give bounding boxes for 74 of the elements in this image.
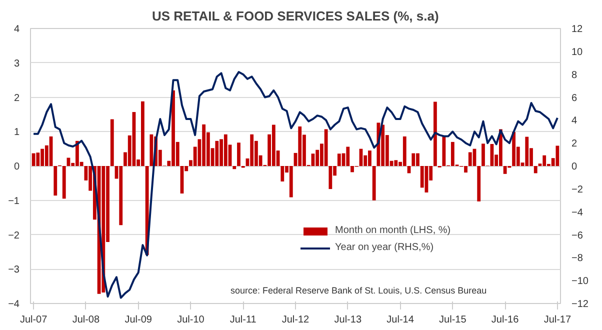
bar (394, 160, 398, 166)
bar (272, 124, 276, 166)
y-tick-label: −1 (8, 196, 20, 207)
bar (534, 166, 538, 174)
bar (477, 166, 481, 202)
bar (402, 136, 406, 166)
bar (140, 101, 144, 166)
x-tick-label: Jul-13 (334, 314, 362, 326)
y2-tick-label: −2 (572, 184, 584, 196)
bar (525, 136, 529, 166)
y2-tick-label: 8 (572, 70, 578, 81)
bar (150, 134, 154, 166)
y2-tick-label: 12 (572, 24, 584, 35)
bar (54, 166, 58, 196)
bar (442, 136, 446, 166)
y-tick-label: −3 (8, 264, 20, 276)
x-tick-label: Jul-12 (282, 314, 310, 326)
bar (250, 134, 254, 166)
bar (202, 124, 206, 166)
bar (324, 129, 328, 166)
y2-tick-label: 0 (572, 162, 578, 172)
bar (119, 166, 123, 226)
y-tick-label: 3 (14, 58, 20, 70)
y2-tick-label: −4 (572, 207, 584, 218)
y-tick-label: −2 (8, 230, 20, 242)
y2-tick-label: −6 (572, 230, 584, 242)
bar (280, 166, 284, 182)
bar (412, 153, 416, 166)
bar (503, 166, 507, 174)
bar (232, 166, 236, 170)
y2-tick-label: 10 (572, 46, 584, 58)
bar (36, 152, 40, 166)
y-tick-label: 2 (14, 92, 20, 104)
x-tick-label: Jul-15 (439, 314, 467, 326)
bar (468, 152, 472, 166)
annotation: source: Federal Reserve Bank of St. Louis, U.S. Census Bureau (230, 286, 487, 296)
bar (32, 153, 36, 166)
x-tick-label: Jul-09 (124, 314, 152, 326)
bar (237, 142, 240, 166)
y2-tick-label: 6 (572, 92, 578, 104)
bar (328, 166, 332, 190)
y-tick-label: 4 (14, 24, 20, 35)
bar (542, 155, 546, 166)
x-tick-label: Jul-07 (20, 314, 48, 326)
y2-tick-label: 2 (572, 138, 578, 150)
y2-tick-label: −10 (572, 276, 589, 288)
x-tick-label: Jul-17 (544, 314, 572, 326)
bar (434, 102, 437, 166)
bar (337, 154, 341, 166)
y-tick-label: 0 (14, 162, 20, 172)
bar (450, 142, 454, 166)
x-tick-label: Jul-11 (230, 314, 257, 326)
legend-label: Month on month (LHS, %) (335, 225, 451, 236)
x-tick-label: Jul-16 (491, 314, 520, 326)
bar (346, 146, 350, 166)
y2-tick-label: −12 (572, 299, 589, 310)
bar (289, 166, 293, 198)
bar (62, 166, 66, 199)
legend-label: Year on year (RHS,%) (335, 242, 434, 253)
bar (372, 166, 376, 200)
y2-tick-label: 4 (572, 116, 578, 127)
x-tick-label: Jul-08 (72, 314, 100, 326)
bar (215, 140, 219, 166)
y-tick-label: −4 (8, 299, 20, 310)
y-tick-label: 1 (14, 127, 20, 138)
chart-title: US RETAIL & FOOD SERVICES SALES (%, s.a) (152, 8, 439, 24)
bar (224, 134, 228, 166)
bar (110, 119, 114, 166)
x-tick-label: Jul-10 (177, 314, 205, 326)
bar (556, 146, 560, 166)
bar (298, 126, 302, 166)
x-tick-label: Jul-14 (386, 314, 414, 326)
y2-tick-label: −8 (572, 253, 584, 264)
line-series (32, 71, 558, 299)
